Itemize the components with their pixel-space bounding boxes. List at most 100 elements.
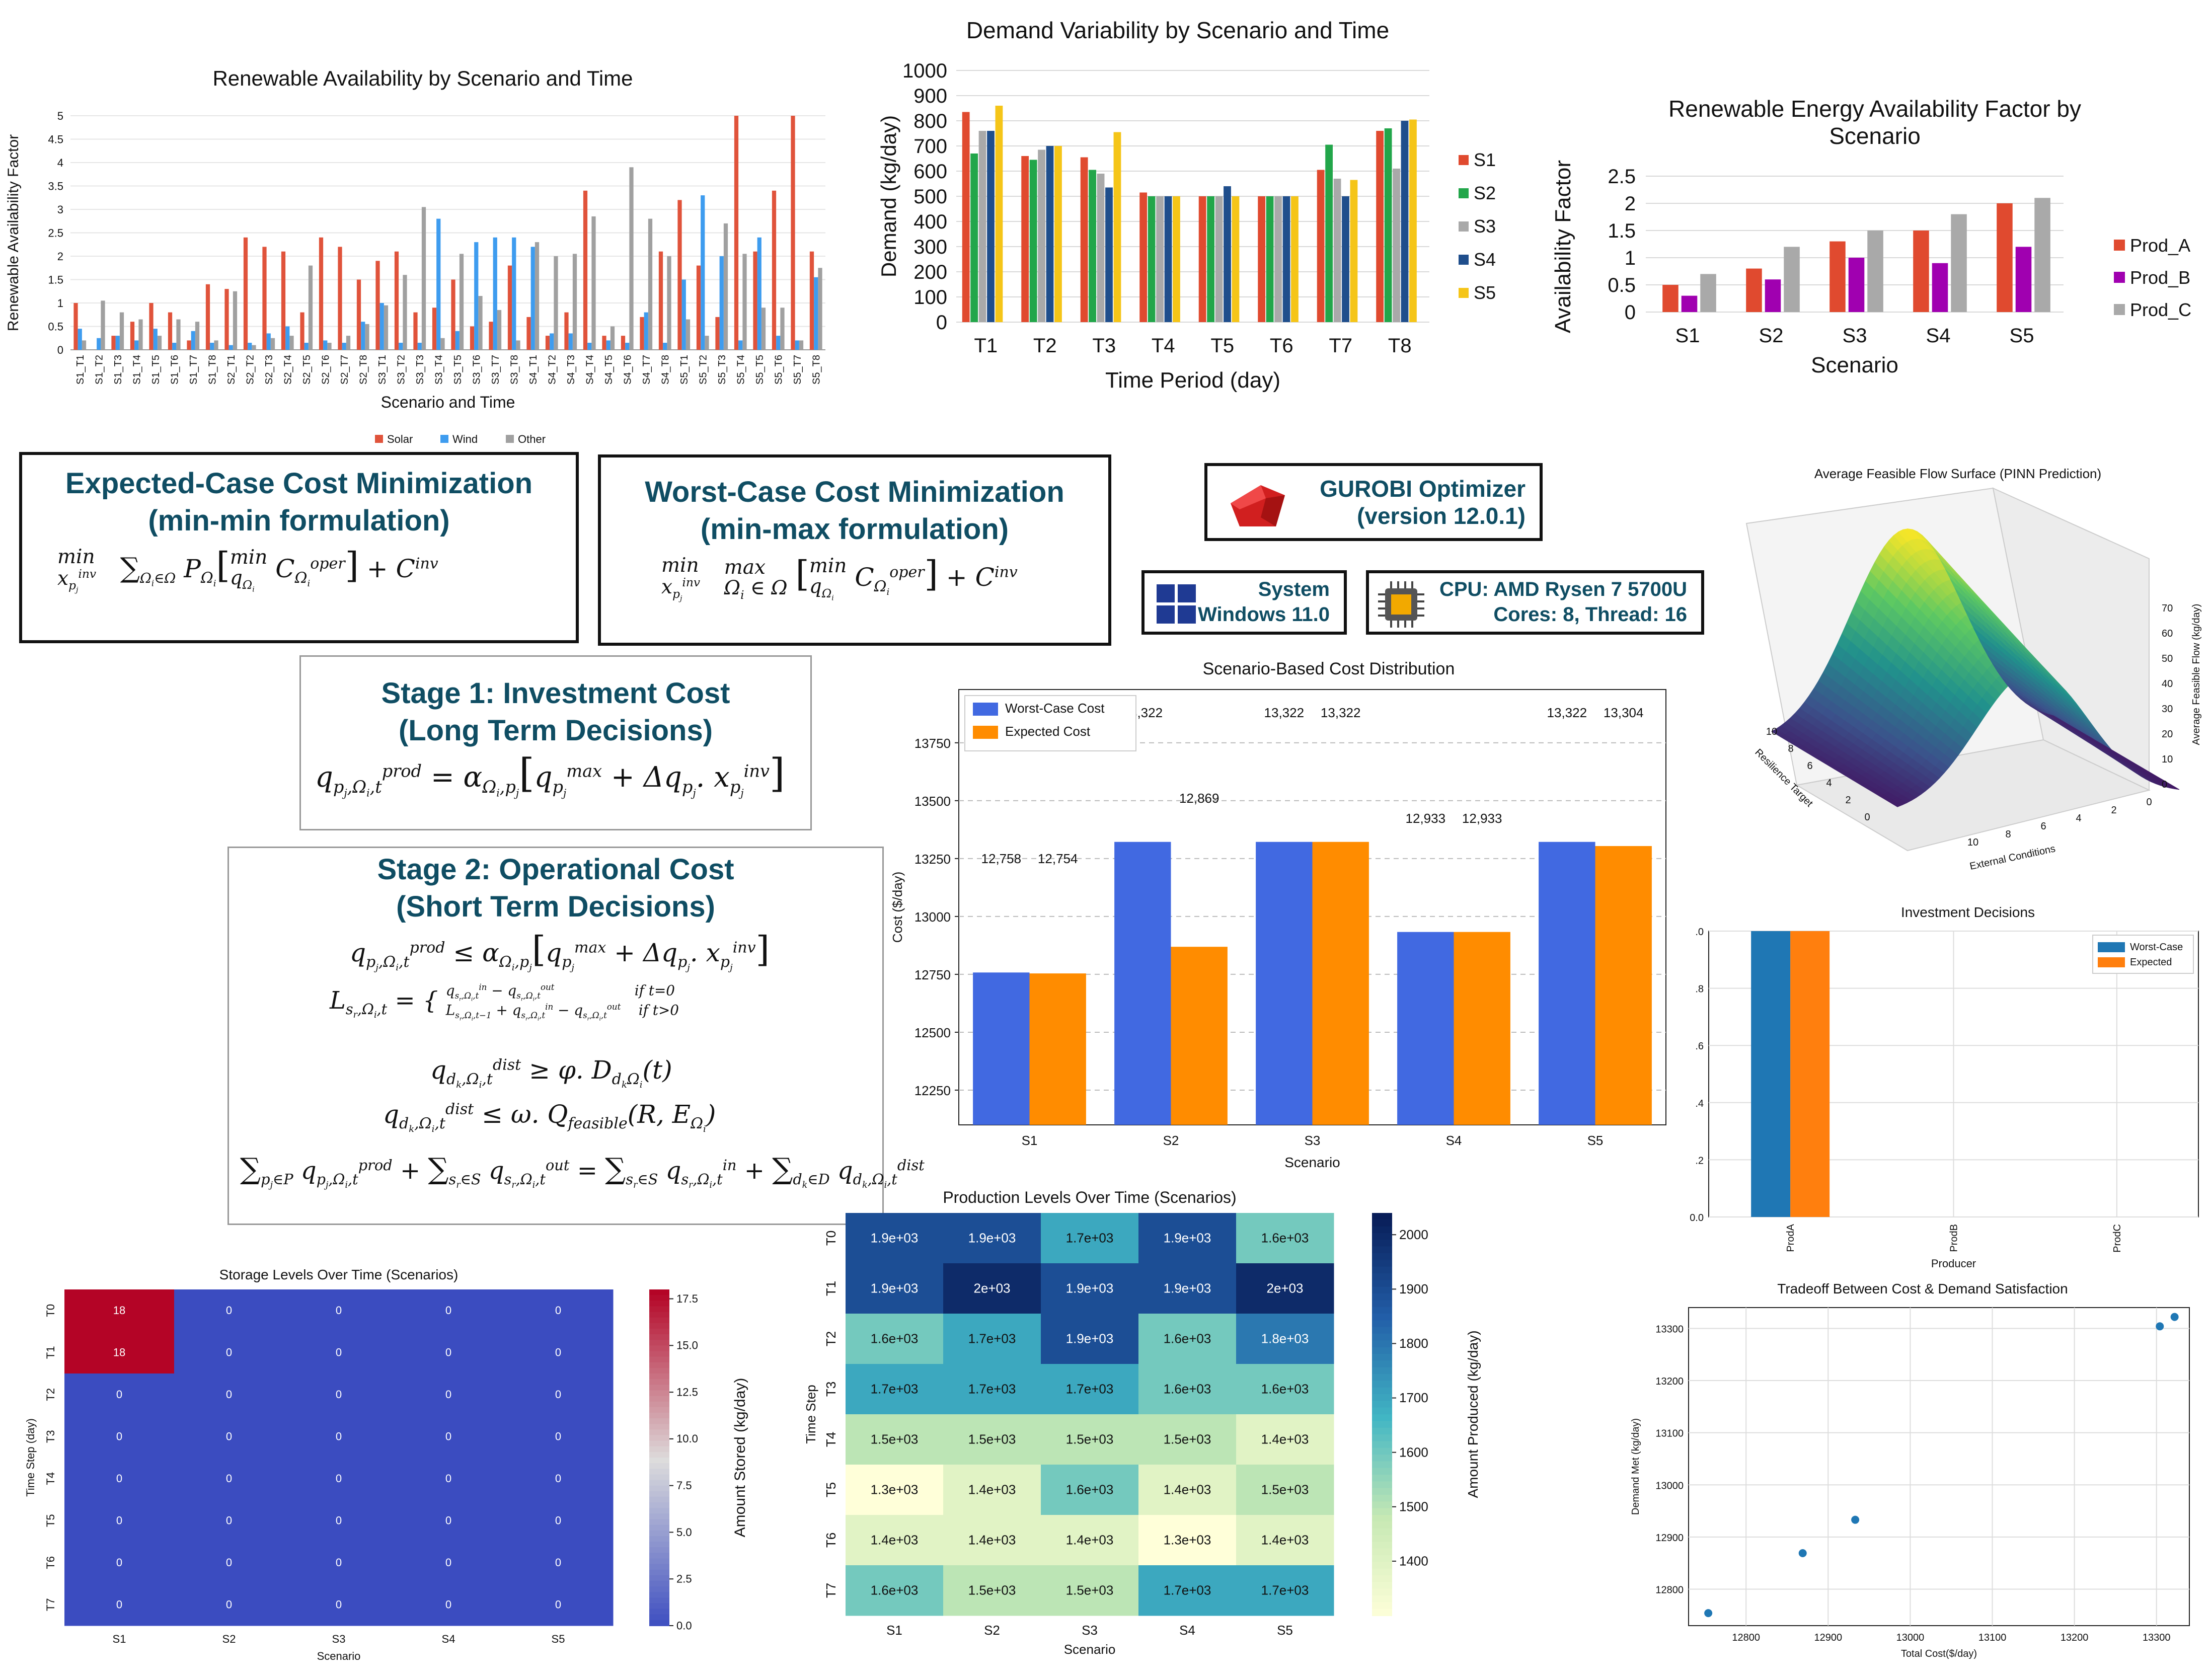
colorbar-segment (1372, 1501, 1392, 1509)
heat-cell (1236, 1515, 1334, 1566)
heat-cell (846, 1314, 944, 1364)
colorbar-segment (649, 1289, 669, 1296)
colorbar-segment (649, 1295, 669, 1302)
x-tick-label: S1 (1675, 325, 1700, 347)
bar-solar (111, 336, 116, 350)
x-tick-label: ProdA (1785, 1224, 1796, 1252)
x-tick-label: S4_T8 (660, 355, 671, 385)
legend-swatch (506, 435, 514, 443)
tradeoff-chart: Tradeoff Between Cost & Demand Satisfact… (1621, 1273, 2211, 1680)
cell-label: 1.9e+03 (1164, 1281, 1211, 1296)
bar-wind (776, 336, 781, 350)
colorbar-segment (649, 1519, 669, 1525)
bar-other (327, 343, 332, 350)
cell-label: 1.4e+03 (968, 1482, 1016, 1497)
heat-cell (174, 1458, 284, 1500)
data-label: 13,322 (1321, 705, 1361, 720)
stage2-eq3: qdk,Ωi,tdist ≥ φ. DdkΩi(t) (430, 1055, 672, 1090)
colorbar-segment (1372, 1575, 1392, 1583)
stage2-eq2: Lsr,Ωi,t = { qsr,Ωi,tin − qsr,Ωi,tout if… (330, 982, 679, 1022)
x-tick-label: 4 (2076, 813, 2081, 824)
colorbar-segment (649, 1469, 669, 1475)
y-tick-label: 13200 (1655, 1376, 1684, 1387)
y-tick-label: 13000 (914, 909, 951, 925)
y-tick-label: 6 (1807, 760, 1812, 772)
colorbar-segment (1372, 1441, 1392, 1448)
chart-title: Storage Levels Over Time (Scenarios) (219, 1267, 459, 1282)
bar-solar (602, 336, 606, 350)
cell-label: 1.4e+03 (1164, 1482, 1211, 1497)
stage1-box: Stage 1: Investment Cost (Long Term Deci… (299, 655, 812, 830)
colorbar-segment (649, 1407, 669, 1413)
bar-prod_c (2034, 198, 2050, 312)
bar-other (308, 265, 313, 350)
bar-wind (172, 343, 177, 350)
x-axis-label: Scenario (1811, 353, 1898, 377)
legend-swatch (2114, 304, 2125, 315)
y-tick-label: 2 (57, 250, 63, 263)
colorbar-segment (1372, 1421, 1392, 1428)
bar-other (82, 340, 87, 350)
x-tick-label: S4_T4 (584, 355, 595, 385)
x-tick-label: S2_T7 (339, 355, 350, 385)
bar-wind (738, 340, 743, 350)
bar-s4 (1401, 121, 1409, 322)
bar-worst-case (1539, 842, 1595, 1125)
colorbar-segment (649, 1362, 669, 1368)
heat-cell (846, 1364, 944, 1415)
production-levels-svg: Production Levels Over Time (Scenarios) 1… (803, 1188, 1481, 1657)
bar-prod_c (1951, 214, 1967, 312)
x-tick-label: S3_T2 (396, 355, 407, 385)
colorbar-segment (649, 1458, 669, 1464)
os-line2: Windows 11.0 (1198, 603, 1330, 626)
x-tick-label: S4 (1446, 1133, 1462, 1148)
bar-wind (228, 345, 233, 350)
y-tick-label: 0.5 (1608, 274, 1636, 296)
colorbar-segment (1372, 1240, 1392, 1247)
cell-label: 1.4e+03 (968, 1533, 1016, 1548)
colorbar-segment (649, 1536, 669, 1542)
heat-cell (174, 1289, 284, 1332)
bar-solar (168, 312, 173, 350)
bar-s3 (1097, 174, 1105, 322)
bar-other (723, 223, 728, 350)
heat-cell (1041, 1465, 1139, 1515)
bar-solar (149, 303, 154, 350)
x-axis-label: Scenario (1284, 1155, 1340, 1170)
y-tick-label: 5 (57, 110, 63, 122)
y-tick-label: 700 (913, 135, 947, 158)
bar-other (176, 319, 181, 350)
heat-cell (503, 1289, 614, 1332)
bar-wind (417, 343, 422, 350)
colorbar-segment (1372, 1568, 1392, 1576)
x-axis-label: Time Period (day) (1105, 368, 1280, 393)
bar-solar (470, 326, 475, 350)
y-axis-label: Time Step (day) (24, 1418, 37, 1497)
x-tick-label: 10 (1967, 837, 1978, 848)
heat-cell (1236, 1213, 1334, 1264)
bar-wind (379, 303, 384, 350)
y-tick-label: 2 (1625, 193, 1636, 215)
y-axis-label: Cost ($/day) (890, 872, 905, 943)
y-tick-label: 1.5 (1608, 220, 1636, 242)
colorbar-label: Amount Produced (kg/day) (1465, 1330, 1481, 1498)
chart-title: Production Levels Over Time (Scenarios) (943, 1188, 1236, 1206)
cell-label: 0 (555, 1514, 561, 1527)
heat-cell (1138, 1565, 1237, 1616)
legend-swatch (2114, 272, 2125, 283)
x-tick-label: 8 (2005, 829, 2011, 840)
bar-s3 (1156, 196, 1164, 322)
y-tick-label: 0 (936, 312, 947, 334)
bar-wind (795, 340, 799, 350)
y-tick-label: T1 (823, 1281, 838, 1296)
bar-s4 (1342, 196, 1349, 322)
colorbar-segment (649, 1609, 669, 1615)
colorbar-segment (1372, 1407, 1392, 1415)
bar-s5 (1113, 132, 1121, 322)
bar-s2 (1266, 196, 1274, 322)
renewable-availability-chart: Renewable Availability by Scenario and T… (0, 60, 866, 458)
bar-solar (224, 289, 229, 350)
bar-other (233, 291, 238, 350)
x-tick-label: S4 (1926, 325, 1951, 347)
cell-label: 1.3e+03 (871, 1482, 919, 1497)
